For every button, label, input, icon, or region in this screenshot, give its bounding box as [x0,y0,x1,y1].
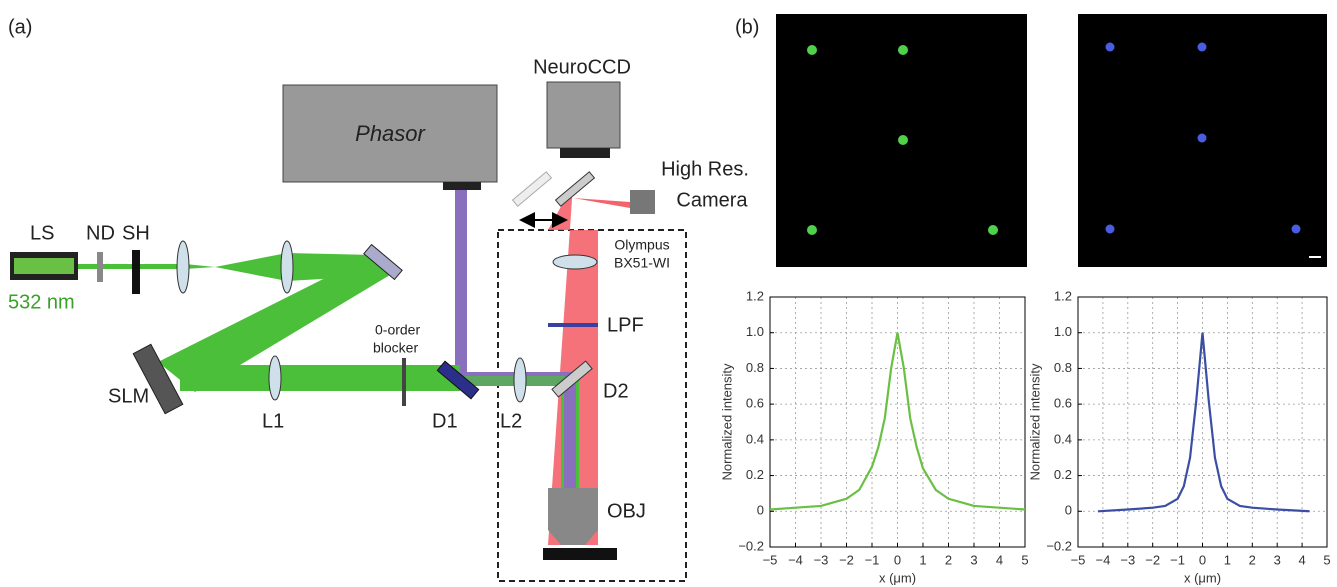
mirror [556,172,595,206]
label: SLM [108,385,149,407]
nd-filter [97,252,103,282]
x-tick-label: 3 [1274,552,1281,567]
laser-rod [14,258,74,274]
y-tick-label: 1.0 [1054,324,1072,339]
y-tick-label: 1.2 [746,288,764,303]
y-tick-label: −0.2 [738,538,764,553]
x-tick-label: 1 [1224,552,1231,567]
panel-label: (a) [8,16,32,38]
label: D2 [603,380,629,402]
neuroccd-port [560,148,610,158]
label: blocker [373,340,418,356]
x-tick-label: 2 [945,552,952,567]
lpf [548,323,598,327]
label: LPF [607,314,644,336]
objective [548,488,598,545]
x-tick-label: −5 [1071,552,1086,567]
neuroccd-box [547,82,620,148]
y-tick-label: 0.6 [1054,396,1072,411]
y-tick-label: 0.8 [746,360,764,375]
label: L2 [500,410,522,432]
lens [553,255,597,269]
x-tick-label: 5 [1323,552,1330,567]
purple-beam [455,190,467,380]
lens [269,356,281,400]
microscopy-images [776,14,1327,267]
y-tick-label: −0.2 [1046,538,1072,553]
x-tick-label: 2 [1249,552,1256,567]
y-tick-label: 0.4 [1054,431,1072,446]
label: ND [86,222,115,244]
label: 532 nm [8,291,75,313]
green-beam [78,264,183,269]
scale-bar [1309,256,1321,258]
y-tick-label: 0.8 [1054,360,1072,375]
label: BX51-WI [614,255,670,271]
y-tick-label: 0.2 [1054,467,1072,482]
label: Phasor [355,121,426,146]
green-beam [576,380,579,490]
shutter [132,250,140,294]
figure: (a) (b) LS ND SH 532 nm SLM L1 0-order b… [0,0,1337,587]
green-beam [185,253,287,281]
green-beam [561,380,564,490]
label: NeuroCCD [533,56,631,78]
green-beam [460,376,565,386]
x-tick-label: −3 [814,552,829,567]
y-tick-label: 0.4 [746,431,764,446]
x-tick-label: 0 [894,552,901,567]
label: LS [30,222,54,244]
x-tick-label: 5 [1021,552,1028,567]
x-tick-label: 3 [970,552,977,567]
y-tick-label: 0 [1065,503,1072,518]
x-tick-label: −5 [763,552,778,567]
x-tick-label: −1 [865,552,880,567]
x-tick-label: 4 [1298,552,1305,567]
green-beam [180,365,460,391]
x-tick-label: −4 [1095,552,1110,567]
lens [514,358,526,402]
x-tick-label: 4 [996,552,1003,567]
line [1098,333,1310,512]
label: OBJ [607,500,646,522]
blocker [402,358,406,406]
stage [543,548,617,560]
x-tick-label: −3 [1120,552,1135,567]
camera-box [630,190,655,214]
lens [177,241,189,293]
x-tick-label: 1 [919,552,926,567]
x-tick-label: −2 [1145,552,1160,567]
x-tick-label: −4 [788,552,803,567]
x-axis-label: x (μm) [1184,570,1221,585]
y-tick-label: 0.2 [746,467,764,482]
y-tick-label: 0.6 [746,396,764,411]
y-tick-label: 1.0 [746,324,764,339]
x-tick-label: −2 [839,552,854,567]
x-axis-label: x (μm) [879,570,916,585]
page: (a) (b) LS ND SH 532 nm SLM L1 0-order b… [0,0,1337,587]
label: Camera [676,189,748,211]
label: D1 [432,410,458,432]
label: SH [122,222,150,244]
phasor-port [443,182,481,190]
y-axis-label: Normalized intensity [719,363,734,481]
panel-label: (b) [735,16,759,38]
y-axis-label: Normalized intensity [1027,363,1042,481]
x-tick-label: 0 [1199,552,1206,567]
label: L1 [262,410,284,432]
red-beam-side [573,198,630,208]
y-tick-label: 1.2 [1054,288,1072,303]
label: Olympus [614,237,669,253]
label: 0-order [375,322,420,338]
x-tick-label: −1 [1170,552,1185,567]
label: High Res. [661,158,749,180]
y-tick-label: 0 [757,503,764,518]
lens [281,241,293,293]
setup-diagram [10,82,686,581]
mirror-ghost [513,172,552,206]
